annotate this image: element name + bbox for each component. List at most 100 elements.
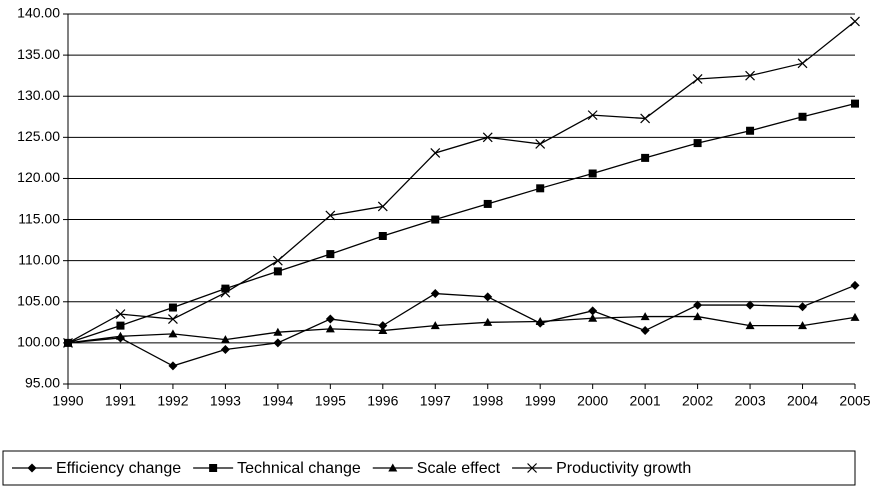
marker	[850, 280, 860, 290]
x-tick-label: 1996	[367, 393, 398, 409]
marker	[221, 284, 230, 293]
marker	[378, 232, 387, 240]
legend: Efficiency change Technical change Scale e…	[2, 450, 856, 486]
x-tick-label: 1992	[157, 393, 188, 409]
x-tick-label: 1995	[315, 393, 346, 409]
marker	[388, 463, 398, 472]
series-line	[67, 284, 856, 367]
marker	[797, 58, 808, 69]
marker	[850, 312, 860, 321]
marker	[325, 324, 335, 333]
x-tick-label: 1991	[105, 393, 136, 409]
x-tick-label: 2005	[839, 393, 870, 409]
marker	[693, 139, 702, 148]
marker	[115, 309, 126, 320]
x-tick-label: 1998	[472, 393, 503, 409]
marker	[168, 314, 178, 324]
y-tick-label: 125.00	[17, 128, 60, 144]
marker	[746, 126, 755, 135]
y-tick-label: 115.00	[18, 210, 60, 226]
x-tick-label: 1994	[262, 393, 293, 409]
y-tick-label: 105.00	[17, 292, 60, 308]
marker	[483, 317, 493, 326]
marker	[640, 312, 650, 321]
marker	[798, 302, 808, 312]
y-tick-label: 110.00	[18, 251, 60, 267]
marker	[430, 289, 440, 299]
marker	[209, 464, 218, 472]
y-tick-label: 95.00	[25, 375, 60, 391]
legend-label: Technical change	[237, 460, 361, 477]
marker	[115, 331, 125, 340]
y-tick-label: 135.00	[17, 46, 60, 62]
y-tick-label: 130.00	[17, 87, 60, 103]
x-tick-label: 1993	[210, 393, 241, 409]
marker	[326, 250, 335, 259]
y-tick-label: 120.00	[17, 169, 60, 185]
marker	[798, 321, 808, 330]
marker	[483, 199, 492, 208]
marker	[535, 317, 545, 326]
x-tick-label: 2002	[682, 393, 713, 409]
marker	[272, 255, 283, 266]
series-line	[67, 102, 856, 344]
marker	[850, 16, 860, 27]
marker	[692, 74, 703, 84]
marker	[378, 326, 388, 335]
marker	[377, 201, 388, 212]
marker	[482, 132, 493, 143]
marker	[640, 326, 650, 336]
marker	[536, 184, 545, 193]
x-tick-label: 1997	[420, 393, 451, 409]
marker	[588, 169, 597, 178]
marker	[168, 303, 177, 312]
marker	[527, 463, 538, 473]
marker	[640, 113, 651, 124]
marker	[273, 267, 282, 276]
x-tick-label: 1990	[52, 393, 83, 409]
x-tick-label: 2003	[734, 393, 765, 409]
marker	[588, 306, 598, 316]
marker	[27, 463, 37, 473]
marker	[325, 314, 335, 324]
series-line	[67, 20, 856, 344]
marker	[588, 313, 598, 322]
marker	[220, 344, 230, 354]
y-tick-label: 100.00	[17, 334, 60, 350]
marker	[220, 287, 231, 298]
marker	[63, 337, 73, 348]
marker	[798, 112, 807, 121]
marker	[325, 210, 336, 221]
marker	[693, 300, 703, 310]
x-tick-label: 2004	[787, 393, 818, 409]
marker	[168, 329, 178, 338]
marker	[430, 321, 440, 330]
x-tick-label: 2000	[577, 393, 608, 409]
legend-label: Efficiency change	[56, 460, 181, 477]
legend-label: Productivity growth	[556, 460, 691, 477]
marker	[587, 110, 598, 121]
x-tick-label: 1999	[525, 393, 556, 409]
marker	[273, 327, 283, 336]
marker	[378, 321, 388, 331]
marker	[220, 335, 230, 344]
marker	[168, 361, 178, 371]
marker	[116, 321, 125, 330]
x-tick-label: 2001	[630, 393, 661, 409]
marker	[430, 148, 441, 158]
legend-box	[2, 450, 856, 486]
marker	[745, 300, 755, 310]
marker	[641, 153, 650, 162]
marker	[745, 70, 755, 81]
marker	[273, 338, 283, 348]
legend-label: Scale effect	[417, 460, 501, 477]
marker	[851, 99, 859, 108]
y-tick-label: 140.00	[17, 5, 60, 21]
marker	[431, 215, 440, 224]
marker	[693, 312, 703, 321]
marker	[745, 321, 755, 330]
marker	[535, 138, 546, 149]
marker	[483, 292, 493, 302]
series-line	[67, 315, 856, 344]
